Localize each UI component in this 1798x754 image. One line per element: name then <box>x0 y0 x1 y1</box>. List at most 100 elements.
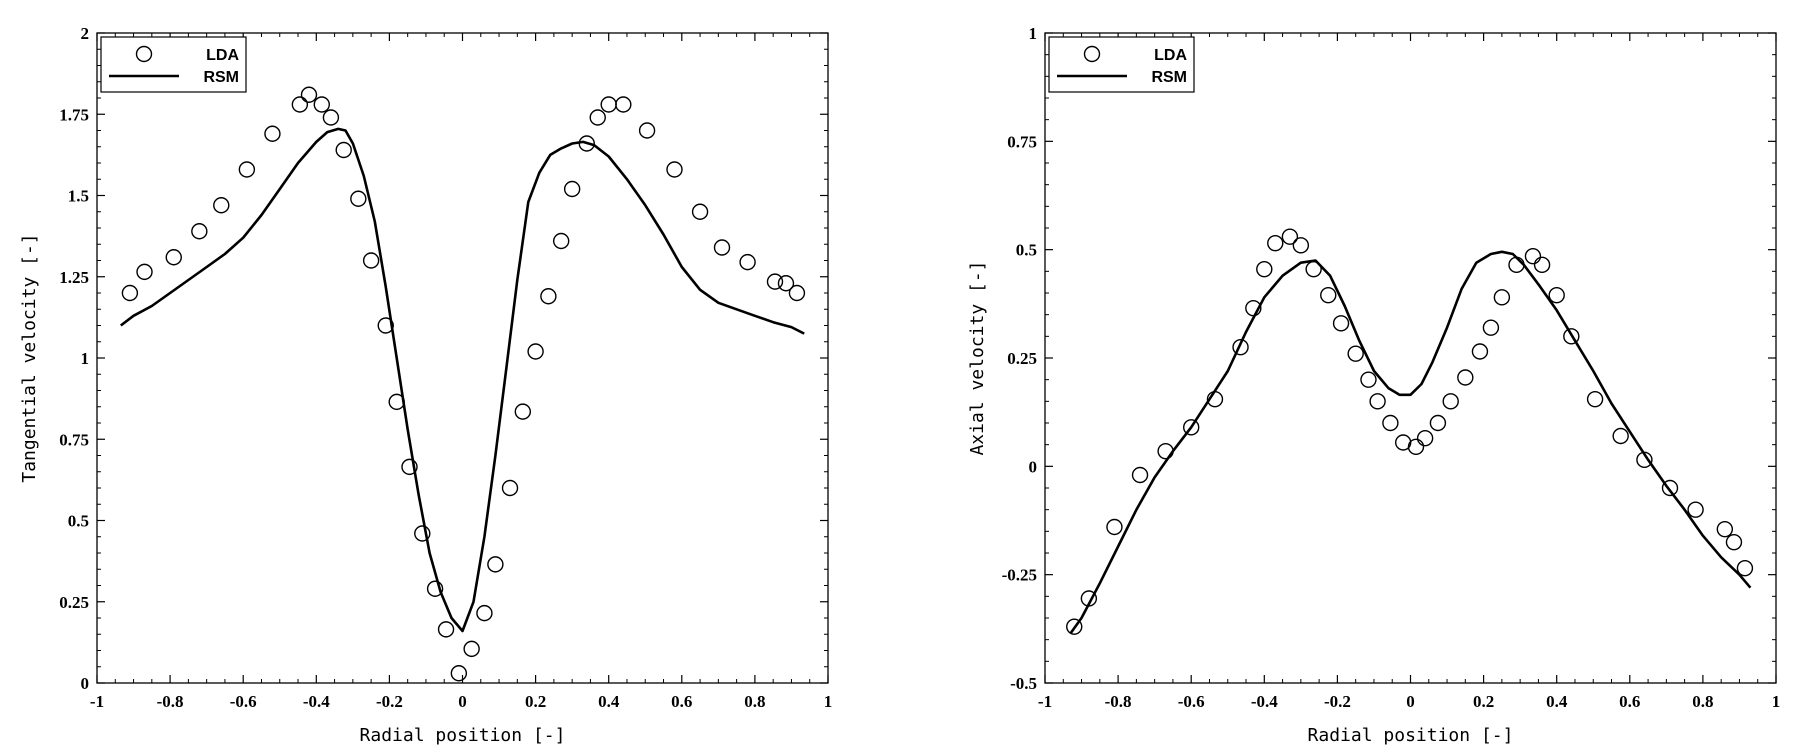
data-point-lda <box>691 203 709 220</box>
data-point-lda <box>401 458 418 476</box>
x-tick-label: 0.4 <box>1546 692 1568 711</box>
data-point-lda <box>1320 286 1337 304</box>
data-point-lda <box>1407 438 1425 456</box>
y-tick-label: 0.25 <box>59 593 89 612</box>
y-tick-label: 1.5 <box>68 187 89 206</box>
x-tick-label: -1 <box>1038 692 1052 711</box>
x-tick-label: 0 <box>458 692 467 711</box>
x-tick-label: -0.2 <box>1324 692 1351 711</box>
plot-frame <box>1044 32 1777 684</box>
x-tick-label: -0.8 <box>1105 692 1132 711</box>
x-tick-label: 0.8 <box>744 692 765 711</box>
y-tick-label: 1.75 <box>59 105 89 124</box>
data-point-lda <box>322 109 340 126</box>
data-point-lda <box>437 621 455 638</box>
data-point-lda <box>1548 286 1565 304</box>
data-point-lda <box>1524 247 1542 265</box>
data-point-lda <box>1182 419 1200 436</box>
y-tick-label: 1 <box>81 349 90 368</box>
y-tick-label: 0.75 <box>59 430 89 449</box>
data-point-lda <box>739 253 756 271</box>
data-point-lda <box>766 273 784 290</box>
data-point-lda <box>313 96 330 113</box>
data-point-lda <box>777 275 795 292</box>
data-point-lda <box>1429 414 1447 432</box>
data-point-lda <box>1471 343 1489 360</box>
data-point-lda <box>1066 618 1083 635</box>
data-point-lda <box>713 239 731 256</box>
data-point-lda <box>1131 466 1149 484</box>
y-tick-label: 0.5 <box>1016 241 1037 260</box>
x-tick-label: 1 <box>1772 692 1781 711</box>
data-point-lda <box>638 122 656 139</box>
data-point-lda <box>563 180 581 198</box>
data-point-lda <box>1687 501 1704 518</box>
data-point-lda <box>666 161 683 178</box>
data-point-lda <box>426 580 444 597</box>
plot-frame <box>96 32 829 684</box>
data-point-lda <box>1442 393 1459 410</box>
y-tick-label: 2 <box>81 24 90 43</box>
y-tick-label: 0 <box>81 674 90 693</box>
data-point-lda <box>1725 533 1743 551</box>
data-point-lda <box>191 223 208 240</box>
legend: LDA RSM <box>1048 36 1195 93</box>
x-tick-label: -0.6 <box>1178 692 1205 711</box>
data-point-lda <box>121 284 139 302</box>
data-point-lda <box>514 403 532 420</box>
data-point-lda <box>615 96 632 113</box>
y-tick-label: 0 <box>1029 457 1038 476</box>
data-point-lda <box>213 197 230 214</box>
data-point-lda <box>350 190 367 207</box>
data-point-lda <box>1508 256 1525 274</box>
data-point-lda <box>1612 427 1629 445</box>
data-point-lda <box>540 288 557 305</box>
x-tick-label: 0.2 <box>525 692 546 711</box>
data-point-lda <box>1267 234 1284 252</box>
data-point-lda <box>1716 520 1734 538</box>
data-point-lda <box>487 556 504 573</box>
data-point-lda <box>1382 414 1399 432</box>
x-axis-title: Radial position [-] <box>360 725 566 746</box>
data-point-lda <box>589 109 606 126</box>
data-point-lda <box>1457 369 1474 386</box>
data-point-lda <box>1106 518 1123 536</box>
series-line-rsm <box>120 127 805 633</box>
data-point-lda <box>1256 260 1273 278</box>
data-point-lda <box>264 125 281 142</box>
data-point-lda <box>136 263 153 281</box>
x-tick-label: -0.4 <box>303 692 330 711</box>
data-point-lda <box>552 232 570 250</box>
y-tick-label: -0.5 <box>1010 674 1037 693</box>
data-point-lda <box>1736 559 1754 577</box>
y-tick-label: 0.5 <box>68 512 89 531</box>
data-point-lda <box>600 96 617 113</box>
x-axis-title: Radial position [-] <box>1308 725 1514 746</box>
legend-swatch-circle <box>1083 45 1101 63</box>
data-point-lda <box>1586 390 1604 408</box>
y-tick-label: -0.25 <box>1002 566 1037 585</box>
data-point-lda <box>238 161 256 178</box>
data-point-lda <box>450 665 468 682</box>
data-point-lda <box>1416 429 1434 447</box>
x-tick-label: 0.4 <box>598 692 620 711</box>
x-tick-label: -1 <box>90 692 104 711</box>
data-point-lda <box>300 86 318 103</box>
legend: LDA RSM <box>100 36 247 93</box>
legend-label: RSM <box>203 69 239 86</box>
data-point-lda <box>414 525 431 542</box>
data-point-lda <box>1232 338 1249 356</box>
x-tick-label: 1 <box>824 692 833 711</box>
legend-label: LDA <box>1154 47 1187 64</box>
y-tick-label: 0.75 <box>1007 132 1037 151</box>
y-tick-label: 0.25 <box>1007 349 1037 368</box>
x-tick-label: -0.6 <box>230 692 257 711</box>
data-point-lda <box>377 317 394 334</box>
data-point-lda <box>463 640 480 658</box>
data-point-lda <box>1369 393 1386 410</box>
data-point-lda <box>1281 228 1299 245</box>
legend-box <box>1048 36 1195 93</box>
series-line-rsm <box>1069 250 1752 634</box>
y-axis-title: Tangential velocity [-] <box>19 233 40 482</box>
